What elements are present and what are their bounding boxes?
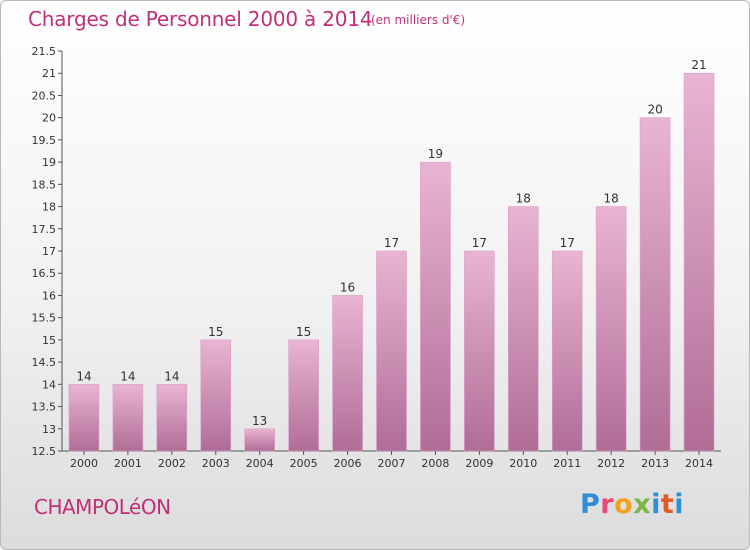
y-tick-label: 19.5 — [32, 134, 57, 147]
x-tick-label: 2000 — [70, 457, 98, 470]
bar-value-label: 16 — [340, 280, 355, 294]
bar — [551, 250, 583, 452]
y-tick-label: 21.5 — [32, 45, 57, 58]
x-tick-label: 2008 — [421, 457, 449, 470]
x-tick-label: 2010 — [509, 457, 537, 470]
logo-letter: o — [614, 489, 634, 520]
x-tick-label: 2007 — [378, 457, 406, 470]
bar — [420, 161, 451, 452]
x-tick-label: 2002 — [158, 457, 186, 470]
bar — [595, 206, 627, 452]
bar-value-label: 18 — [604, 192, 619, 206]
x-tick-label: 2003 — [202, 457, 230, 470]
y-tick-label: 16.5 — [32, 267, 57, 280]
bar-value-label: 15 — [296, 325, 311, 339]
proxiti-logo: Proxiti — [580, 489, 684, 520]
bar-value-label: 20 — [647, 103, 662, 117]
bar — [156, 384, 188, 452]
bar — [376, 250, 407, 452]
y-tick-label: 17.5 — [32, 223, 57, 236]
bar-value-label: 14 — [164, 369, 179, 383]
x-tick-label: 2011 — [553, 457, 581, 470]
bar-value-label: 17 — [560, 236, 575, 250]
x-tick-label: 2013 — [641, 457, 669, 470]
bar — [464, 250, 495, 452]
bar-value-label: 21 — [691, 58, 706, 72]
y-tick-label: 13 — [42, 423, 56, 436]
bar — [639, 117, 671, 452]
bar — [683, 72, 715, 452]
bar-value-label: 14 — [76, 369, 91, 383]
bar — [112, 384, 144, 452]
bar-value-label: 17 — [384, 236, 399, 250]
logo-letter: P — [580, 489, 601, 520]
y-tick-label: 18 — [42, 201, 56, 214]
commune-name: CHAMPOLéON — [34, 495, 171, 519]
y-tick-label: 15 — [42, 334, 56, 347]
bar-value-label: 13 — [252, 414, 267, 428]
y-tick-label: 18.5 — [32, 178, 57, 191]
bar — [288, 339, 319, 452]
bar-value-label: 18 — [516, 192, 531, 206]
x-tick-label: 2001 — [114, 457, 142, 470]
bar-value-label: 19 — [428, 147, 443, 161]
x-tick-label: 2014 — [685, 457, 713, 470]
y-tick-label: 21 — [42, 67, 56, 80]
bar-value-label: 14 — [120, 369, 135, 383]
logo-letter: i — [651, 489, 661, 520]
y-tick-label: 13.5 — [32, 401, 57, 414]
y-tick-label: 14 — [42, 378, 56, 391]
bar — [244, 428, 275, 452]
logo-letter: x — [633, 489, 652, 520]
x-tick-label: 2006 — [334, 457, 362, 470]
logo-letter: r — [600, 489, 615, 520]
y-tick-label: 20 — [42, 112, 56, 125]
bar — [68, 384, 100, 452]
logo-letter: i — [674, 489, 685, 520]
y-tick-label: 20.5 — [32, 89, 57, 102]
x-tick-label: 2004 — [246, 457, 274, 470]
bar-value-label: 15 — [208, 325, 223, 339]
y-tick-label: 19 — [42, 156, 56, 169]
x-tick-label: 2012 — [597, 457, 625, 470]
bar — [200, 339, 232, 452]
y-tick-label: 17 — [42, 245, 56, 258]
y-tick-label: 12.5 — [32, 445, 57, 458]
bar — [332, 295, 363, 452]
y-tick-label: 14.5 — [32, 356, 57, 369]
y-tick-label: 15.5 — [32, 312, 57, 325]
x-tick-label: 2009 — [465, 457, 493, 470]
chart-title: Charges de Personnel 2000 à 2014 — [28, 7, 373, 31]
chart-subtitle: (en milliers d'€) — [371, 13, 466, 27]
bar — [507, 206, 539, 452]
logo-letter: t — [660, 489, 675, 520]
y-tick-label: 16 — [42, 289, 56, 302]
bar-value-label: 17 — [472, 236, 487, 250]
x-tick-label: 2005 — [290, 457, 318, 470]
